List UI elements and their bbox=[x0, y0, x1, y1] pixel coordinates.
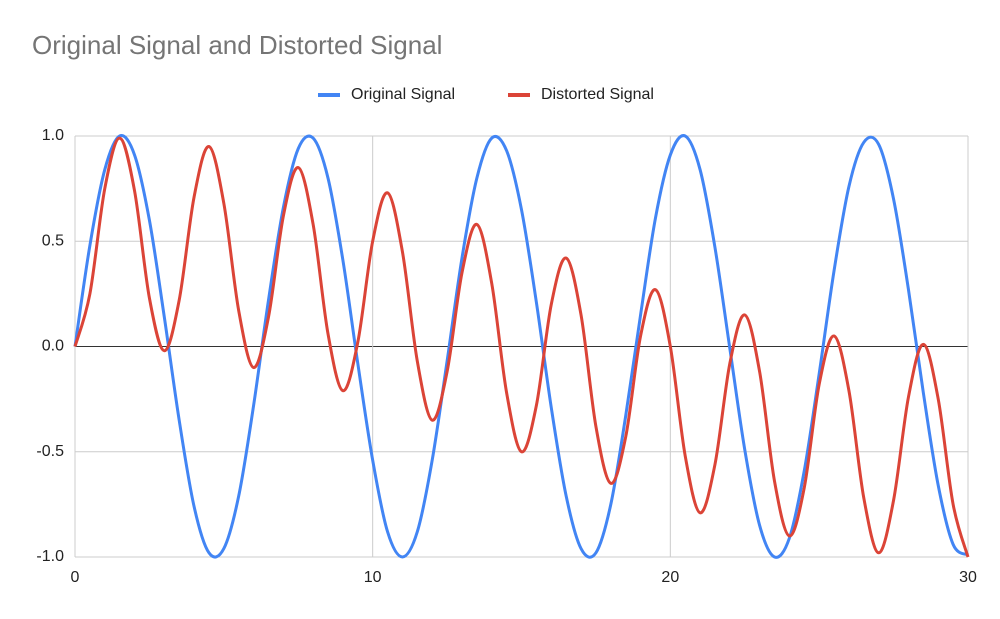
chart-title: Original Signal and Distorted Signal bbox=[32, 30, 442, 60]
x-tick-label: 0 bbox=[71, 569, 80, 586]
series-line bbox=[73, 136, 970, 558]
legend-label: Distorted Signal bbox=[541, 86, 654, 103]
x-tick-label: 10 bbox=[364, 569, 382, 586]
series-line bbox=[73, 134, 969, 559]
legend: Original Signal Distorted Signal bbox=[318, 86, 654, 103]
y-tick-label: -1.0 bbox=[36, 548, 64, 565]
x-tick-label: 30 bbox=[959, 569, 977, 586]
y-tick-label: 0.0 bbox=[42, 338, 64, 355]
y-tick-label: 1.0 bbox=[42, 127, 64, 144]
y-tick-label: 0.5 bbox=[42, 232, 64, 249]
lines bbox=[73, 134, 970, 559]
y-tick-label: -0.5 bbox=[36, 443, 64, 460]
x-tick-label: 20 bbox=[661, 569, 679, 586]
legend-label: Original Signal bbox=[351, 86, 455, 103]
